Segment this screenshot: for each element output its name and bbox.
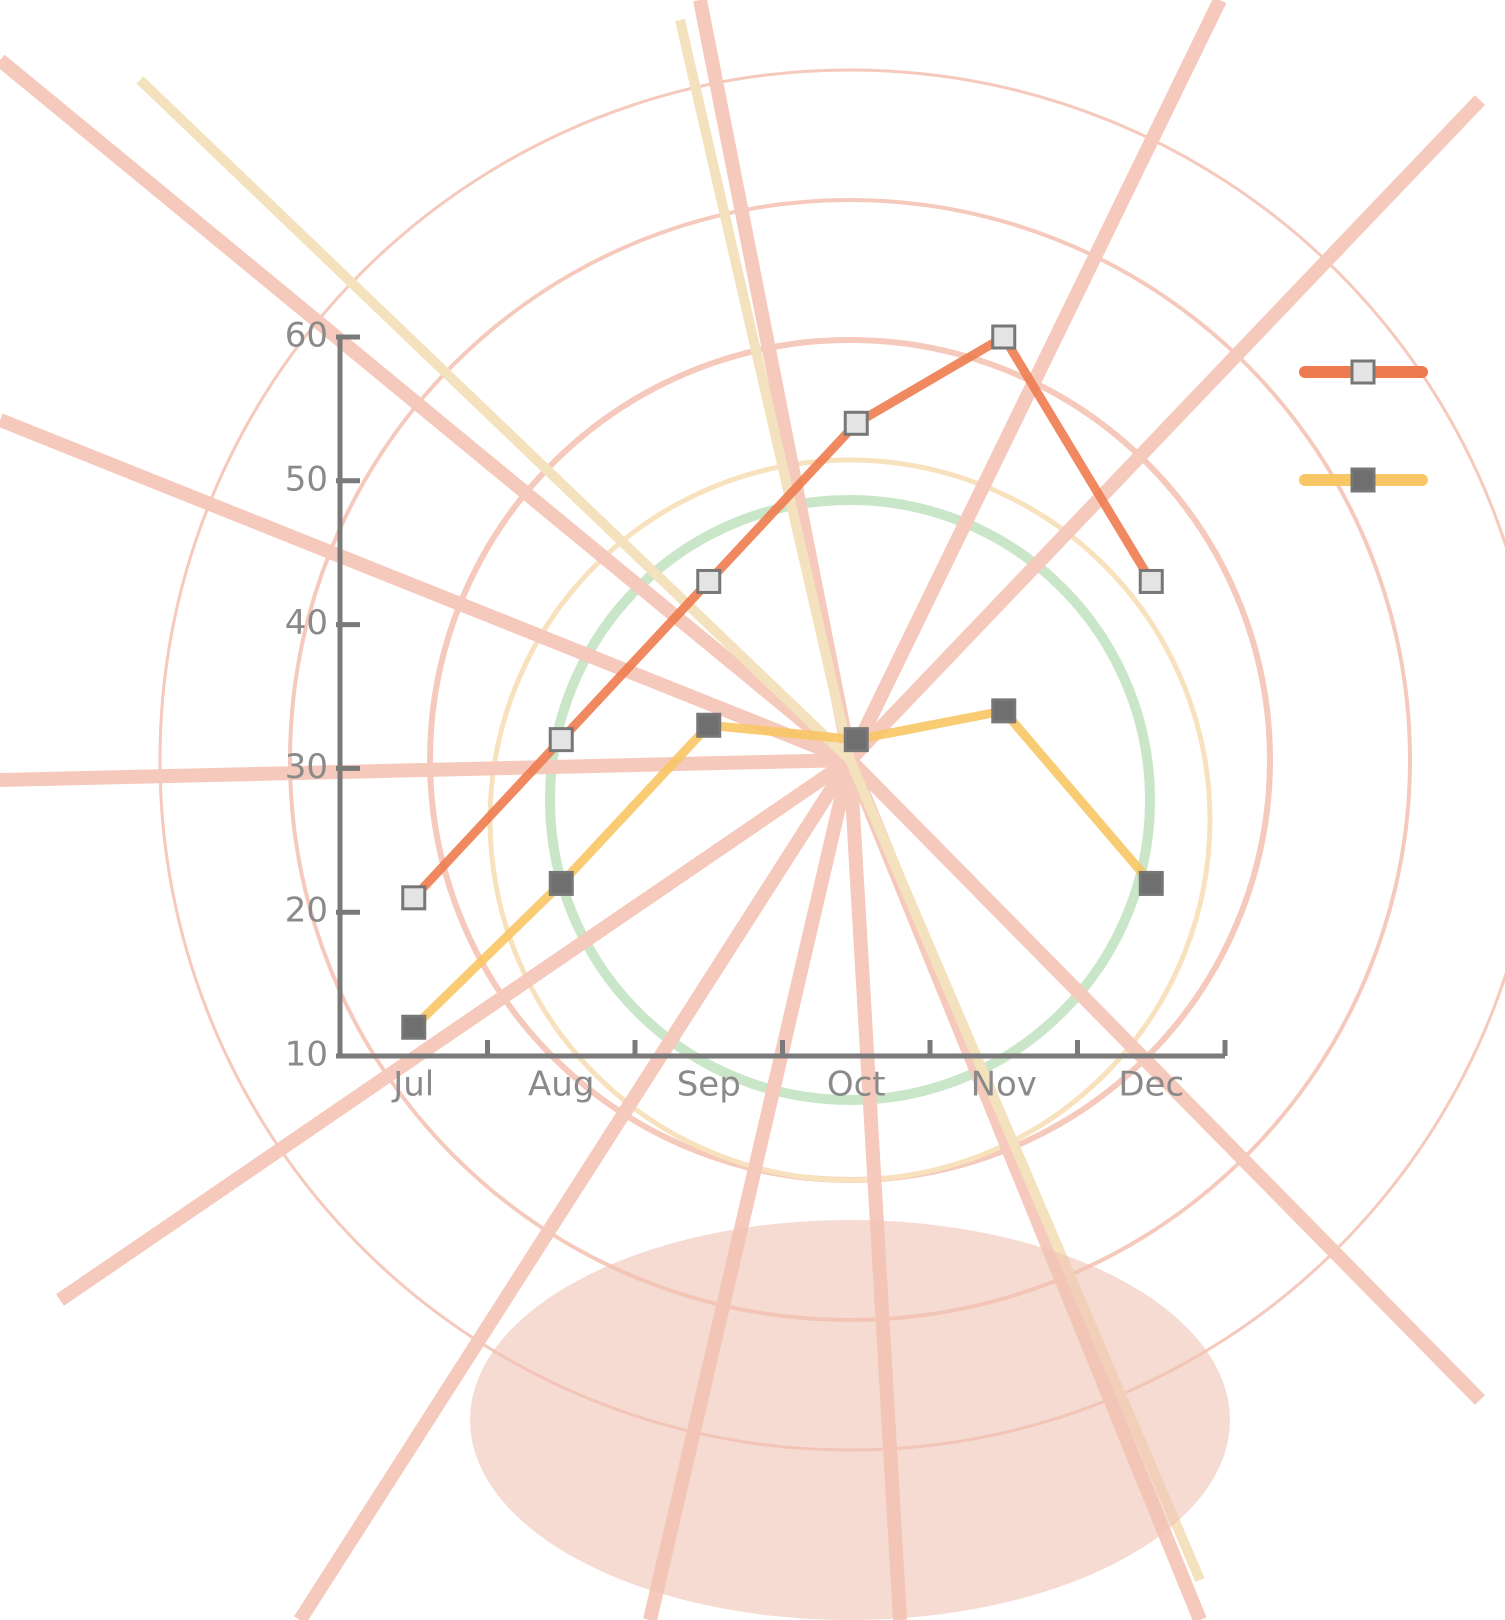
y-tick-label: 30 [285, 747, 328, 787]
data-point [401, 885, 427, 911]
data-point [696, 568, 722, 594]
x-tick-label: Dec [1118, 1065, 1184, 1105]
y-tick-label: 20 [285, 891, 328, 931]
x-tick-label: Aug [528, 1065, 594, 1105]
data-point [843, 727, 869, 753]
plot-area: 10 20 30 40 50 60 Jul Aug Sep Oct Nov Dec [285, 316, 1428, 1105]
data-point [843, 410, 869, 436]
legend-marker [1350, 359, 1376, 385]
y-tick-label: 60 [285, 316, 328, 356]
series-line [410, 706, 1155, 1031]
data-point [991, 698, 1017, 724]
x-tick-label: Sep [677, 1065, 741, 1105]
y-tick-label: 10 [285, 1035, 328, 1075]
data-point [696, 712, 722, 738]
data-point [991, 324, 1017, 350]
series-line [410, 332, 1156, 901]
x-tick-label: Oct [827, 1065, 886, 1105]
legend-marker [1350, 467, 1376, 493]
x-tick-label: Nov [971, 1065, 1037, 1105]
data-point [1138, 568, 1164, 594]
y-tick-label: 40 [285, 603, 328, 643]
x-tick-label: Jul [391, 1065, 434, 1105]
data-point [1138, 870, 1164, 896]
data-point [548, 870, 574, 896]
y-tick-label: 50 [285, 459, 328, 499]
data-point [548, 727, 574, 753]
data-point [401, 1014, 427, 1040]
